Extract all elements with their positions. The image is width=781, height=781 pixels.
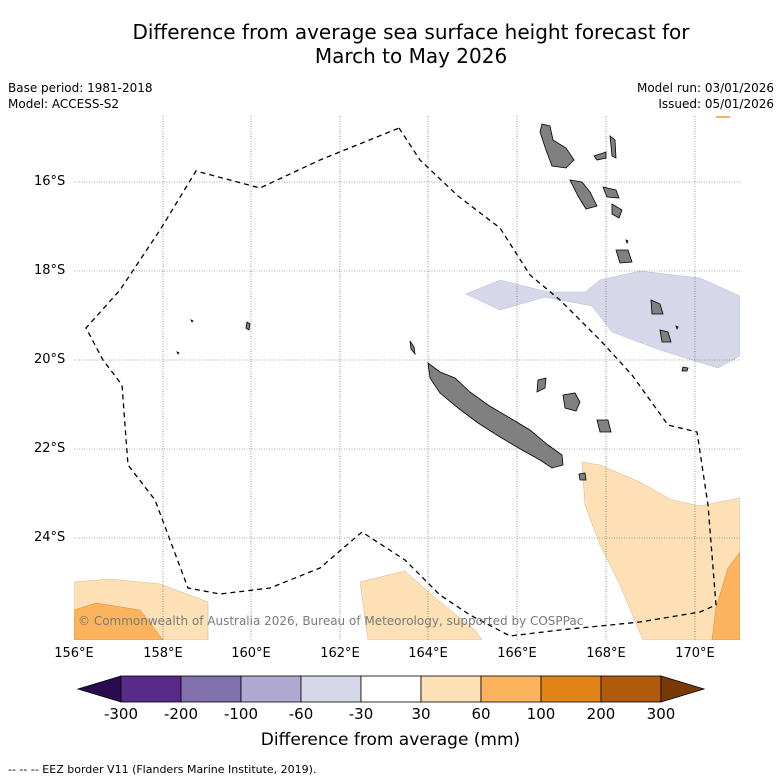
new-caledonia-main-island xyxy=(427,362,564,469)
lat-label-18s: 18°S xyxy=(34,263,66,278)
colorbar-bin-4 xyxy=(300,675,362,703)
isle-of-pines-south xyxy=(578,472,587,481)
colorbar-label-2: -200 xyxy=(163,705,199,723)
chesterfield-islets xyxy=(245,321,251,331)
model-name: Model: ACCESS-S2 xyxy=(8,97,120,111)
eez-footnote: -- -- -- EEZ border V11 (Flanders Marine… xyxy=(8,763,317,776)
eez-border xyxy=(85,127,717,637)
efate xyxy=(615,249,633,264)
aneityum xyxy=(681,366,689,372)
model-run: Model run: 03/01/2026 xyxy=(636,81,774,95)
colorbar-label-1: -300 xyxy=(103,705,139,723)
title-line-2: March to May 2026 xyxy=(314,44,508,68)
positive-anomaly-region-east xyxy=(581,461,740,640)
lon-label-162e: 162°E xyxy=(320,646,360,661)
positive-anomaly-region-southeast xyxy=(711,551,740,640)
strong-positive-anomaly-region-southwest xyxy=(74,602,164,640)
positive-anomaly-region-south xyxy=(359,570,483,640)
mare xyxy=(596,419,612,433)
lat-label-16s: 16°S xyxy=(34,174,66,189)
map-svg xyxy=(74,116,740,640)
lon-label-168e: 168°E xyxy=(586,646,626,661)
colorbar-bin-9 xyxy=(600,675,662,703)
colorbar-label-10: 300 xyxy=(646,705,676,723)
colorbar xyxy=(76,675,706,703)
colorbar-bin-6 xyxy=(420,675,482,703)
title-line-1: Difference from average sea surface heig… xyxy=(132,20,690,44)
isle-of-pines xyxy=(409,340,416,356)
lat-label-20s: 20°S xyxy=(34,352,66,367)
issued-date: Issued: 05/01/2026 xyxy=(658,97,774,111)
espiritu-santo xyxy=(539,123,575,169)
colorbar-bin-5 xyxy=(360,675,422,703)
small-islet-3 xyxy=(675,325,679,331)
map-panel xyxy=(74,116,740,640)
chart-title: Difference from average sea surface heig… xyxy=(0,20,781,68)
small-islet-2 xyxy=(176,351,180,355)
ambrym xyxy=(602,186,620,199)
colorbar-bin-8 xyxy=(540,675,602,703)
lon-label-158e: 158°E xyxy=(143,646,183,661)
land-masses xyxy=(176,123,689,481)
meta-left: Base period: 1981-2018 Model: ACCESS-S2 xyxy=(8,80,153,112)
maewo-pentecost xyxy=(609,135,617,159)
colorbar-label-4: -60 xyxy=(288,705,314,723)
colorbar-bin-7 xyxy=(480,675,542,703)
negative-anomaly-region xyxy=(465,270,740,369)
colorbar-bin-1 xyxy=(120,675,182,703)
colorbar-label-5: -30 xyxy=(348,705,374,723)
tanna xyxy=(659,329,672,343)
erromango xyxy=(650,299,664,315)
positive-anomaly-corner xyxy=(716,116,730,118)
colorbar-label-8: 100 xyxy=(526,705,556,723)
lon-label-166e: 166°E xyxy=(497,646,537,661)
colorbar-label-9: 200 xyxy=(586,705,616,723)
base-period: Base period: 1981-2018 xyxy=(8,81,153,95)
colorbar-extend-high xyxy=(660,675,706,703)
meta-right: Model run: 03/01/2026 Issued: 05/01/2026 xyxy=(637,80,774,112)
malekula xyxy=(569,179,598,210)
small-islet-4 xyxy=(625,239,629,245)
colorbar-extend-low xyxy=(76,675,122,703)
colorbar-bin-2 xyxy=(180,675,242,703)
gridlines xyxy=(74,116,740,640)
copyright-notice: © Commonwealth of Australia 2026, Bureau… xyxy=(78,614,584,628)
lon-label-156e: 156°E xyxy=(54,646,94,661)
colorbar-label-3: -100 xyxy=(223,705,259,723)
colorbar-label-6: 30 xyxy=(411,705,431,723)
lon-label-164e: 164°E xyxy=(408,646,448,661)
colorbar-label-7: 60 xyxy=(471,705,491,723)
ambae xyxy=(593,151,607,161)
lat-label-24s: 24°S xyxy=(34,530,66,545)
colorbar-bin-3 xyxy=(240,675,302,703)
small-islet-1 xyxy=(190,319,194,323)
lon-label-170e: 170°E xyxy=(675,646,715,661)
ouvea xyxy=(536,377,547,393)
lifou xyxy=(562,392,581,412)
lon-label-160e: 160°E xyxy=(231,646,271,661)
epi xyxy=(611,203,623,219)
colorbar-title: Difference from average (mm) xyxy=(260,730,521,750)
lat-label-22s: 22°S xyxy=(34,441,66,456)
